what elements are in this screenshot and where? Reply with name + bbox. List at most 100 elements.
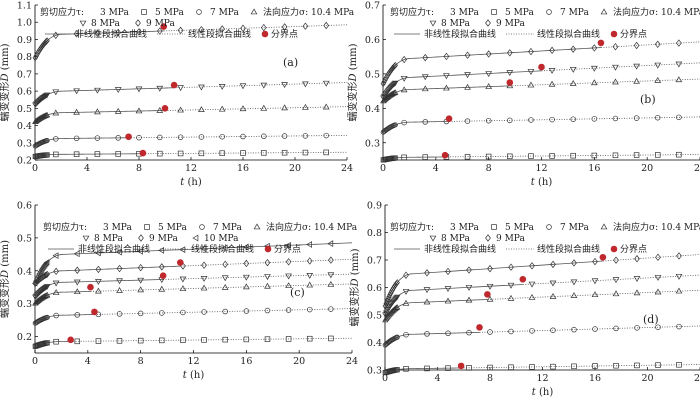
- data-point: [239, 83, 247, 90]
- data-point: [675, 273, 683, 280]
- data-point: [137, 337, 144, 344]
- y-tick-label: 0.9: [17, 35, 32, 46]
- y-axis-title: 蠕变变形D (mm): [0, 43, 11, 121]
- data-point: [177, 106, 184, 113]
- y-tick-label: 0.8: [17, 52, 32, 63]
- nonlinear-fit-curve: [34, 242, 353, 285]
- data-point: [53, 136, 59, 142]
- x-tick-label: 24: [341, 163, 353, 174]
- data-point: [529, 364, 535, 370]
- data-point: [592, 363, 598, 369]
- y-tick-label: 0.4: [17, 121, 32, 132]
- x-tick-label: 20: [289, 163, 301, 174]
- legend-marker: [138, 234, 144, 242]
- data-point: [487, 264, 493, 273]
- x-tick-label: 20: [641, 163, 653, 174]
- data-point: [198, 25, 205, 34]
- data-point: [612, 115, 619, 122]
- legend-label: 非线性段拟合曲线: [424, 28, 496, 40]
- x-tick-label: 8: [487, 373, 493, 384]
- data-point: [327, 280, 335, 287]
- y-tick-label: 0.2: [17, 156, 32, 167]
- data-point: [327, 240, 334, 248]
- linear-fit-line: [164, 106, 348, 111]
- boundary-point: [159, 272, 167, 280]
- data-point: [507, 153, 513, 160]
- data-point: [548, 68, 556, 74]
- y-tick-label: 0.3: [17, 138, 32, 149]
- y-tick-label: 0.4: [17, 266, 32, 277]
- x-tick-label: 20: [641, 373, 653, 384]
- legend-marker: [135, 19, 141, 27]
- data-point: [384, 297, 390, 305]
- data-point: [116, 264, 123, 273]
- data-point: [392, 155, 398, 161]
- data-point: [38, 266, 44, 274]
- data-point: [424, 331, 430, 337]
- series-8-mpa: [32, 272, 353, 301]
- data-point: [633, 41, 640, 50]
- data-point: [264, 258, 271, 267]
- series-8-mpa: [32, 80, 348, 108]
- data-point: [137, 277, 145, 284]
- nonlinear-fit-curve: [34, 265, 181, 285]
- data-point: [401, 55, 407, 64]
- data-point: [400, 75, 408, 82]
- boundary-point: [91, 308, 98, 316]
- data-point: [41, 293, 48, 299]
- data-point: [633, 289, 641, 296]
- y-axis-name: 蠕变变形: [346, 81, 359, 121]
- data-point: [676, 323, 682, 330]
- data-point: [421, 74, 429, 81]
- data-point: [242, 243, 249, 251]
- data-point: [53, 151, 59, 158]
- data-point: [591, 291, 599, 298]
- legend-marker: [196, 9, 202, 15]
- linear-fit-line: [487, 289, 700, 300]
- data-point: [95, 279, 102, 285]
- data-point: [612, 152, 619, 159]
- data-point: [302, 149, 309, 156]
- data-point: [243, 259, 250, 268]
- linear-fit-line: [163, 24, 348, 32]
- boundary-point: [597, 39, 605, 47]
- data-point: [549, 280, 557, 287]
- legend-label: 7 MPa: [560, 223, 589, 233]
- legend-label: 线性段拟合曲线: [191, 243, 254, 255]
- series-9-mpa: [382, 252, 700, 310]
- x-tick-label: 8: [136, 163, 142, 174]
- data-point: [550, 260, 556, 269]
- data-point: [571, 326, 577, 333]
- data-point: [675, 287, 683, 294]
- legend-boundary-marker: [264, 245, 272, 253]
- y-axis-unit: (mm): [0, 43, 11, 73]
- data-point: [655, 362, 661, 368]
- data-point: [201, 337, 207, 343]
- data-point: [391, 283, 398, 290]
- x-tick-label: 12: [536, 373, 548, 384]
- data-point: [242, 274, 250, 281]
- data-point: [281, 23, 288, 31]
- nonlinear-fit-curve: [384, 299, 488, 321]
- data-point: [445, 330, 451, 337]
- legend-marker: [192, 234, 199, 242]
- y-axis-variable: D: [0, 270, 11, 279]
- y-axis-name: 蠕变变形: [348, 286, 361, 326]
- data-point: [222, 336, 228, 343]
- x-axis-unit: (h): [184, 177, 202, 188]
- data-point: [402, 299, 410, 306]
- legend-marker: [144, 224, 150, 230]
- data-point: [306, 273, 314, 279]
- data-point: [137, 264, 144, 272]
- data-point: [302, 133, 309, 139]
- data-point: [261, 150, 267, 156]
- data-point: [179, 276, 187, 283]
- data-point: [53, 338, 59, 345]
- x-tick-label: 4: [84, 163, 90, 174]
- data-point: [633, 77, 640, 84]
- data-point: [487, 364, 493, 371]
- linear-fit-line: [94, 308, 353, 315]
- data-point: [508, 328, 514, 335]
- data-point: [422, 119, 429, 125]
- data-point: [219, 133, 225, 140]
